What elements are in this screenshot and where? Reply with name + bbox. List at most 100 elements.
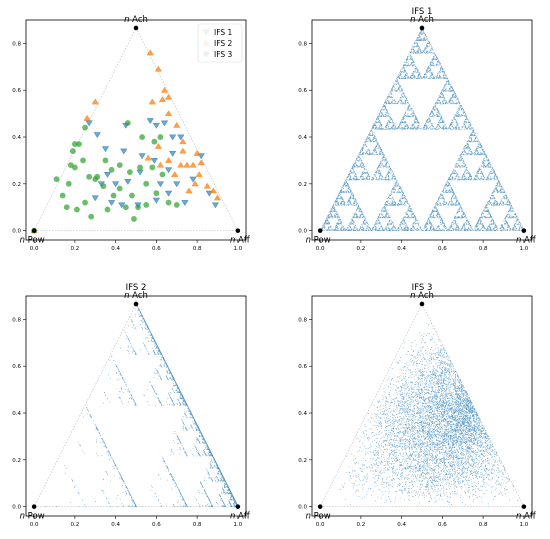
vertex-top-dot: [133, 301, 139, 307]
point-ifs1: [146, 118, 154, 125]
y-tick-label: 0.4: [298, 135, 307, 141]
y-tick-label: 0.6: [12, 364, 21, 370]
y-tick-label: 0.2: [298, 458, 307, 464]
point-ifs3: [53, 176, 60, 183]
vertices: n Pow n Aff n Ach: [306, 291, 537, 522]
vertices: n Pow n Aff n Ach: [20, 15, 251, 246]
y-tick-label: 0.0: [298, 229, 307, 235]
attractor-points: [320, 28, 525, 231]
x-tick-label: 0.0: [30, 246, 39, 252]
point-ifs2: [148, 98, 156, 105]
point-ifs3: [69, 148, 76, 154]
vertices: n Pow n Aff n Ach: [306, 15, 537, 246]
point-ifs2: [171, 171, 179, 177]
point-ifs1: [93, 132, 101, 139]
panel-title: IFS 1: [412, 7, 433, 17]
vertex-top-dot: [133, 25, 139, 31]
point-ifs1: [103, 172, 112, 178]
point-ifs3: [86, 173, 93, 180]
point-ifs3: [100, 183, 107, 190]
point-ifs2: [165, 110, 173, 117]
point-ifs1: [112, 181, 120, 188]
x-tick-label: 0.2: [357, 246, 366, 252]
vertex-top-dot: [419, 301, 425, 307]
point-ifs1: [169, 134, 177, 141]
simplex-triangle: [319, 303, 525, 507]
x-tick-label: 0.4: [111, 246, 120, 252]
point-ifs1: [169, 151, 177, 157]
x-tick-label: 0.2: [71, 522, 80, 528]
point-ifs2: [203, 182, 211, 189]
vertex-top-dot: [419, 25, 425, 31]
point-ifs3: [76, 141, 82, 147]
y-tick-label: 0.8: [298, 317, 307, 323]
point-ifs3: [135, 204, 141, 211]
vertex-right-label: n Aff: [516, 236, 537, 246]
point-ifs3: [126, 169, 133, 176]
point-ifs1: [177, 134, 185, 141]
vertex-right-dot: [521, 228, 527, 233]
data-points: [45, 304, 239, 507]
attractor-points: [340, 322, 518, 506]
point-ifs1: [138, 153, 146, 160]
point-ifs1: [118, 202, 126, 209]
point-ifs1: [156, 181, 165, 188]
point-ifs3: [71, 164, 78, 171]
vertices: n Pow n Aff n Ach: [20, 291, 251, 522]
vertex-left-label: n Pow: [20, 512, 45, 522]
vertex-top-label: n Ach: [124, 291, 148, 301]
x-tick-label: 0.6: [438, 522, 447, 528]
y-tick-label: 0.8: [12, 41, 21, 47]
point-ifs3: [131, 216, 137, 222]
legend-label: IFS 2: [214, 39, 233, 48]
point-ifs2: [158, 96, 167, 102]
legend-label: IFS 3: [214, 50, 233, 59]
point-ifs2: [195, 171, 203, 177]
point-ifs3: [110, 192, 117, 199]
point-ifs3: [153, 190, 160, 197]
data-points: [30, 29, 222, 234]
vertex-top-label: n Ach: [410, 15, 434, 25]
axes-frame: [311, 295, 533, 517]
y-tick-label: 0.6: [298, 88, 307, 94]
point-ifs1: [124, 179, 132, 185]
y-tick-label: 0.2: [12, 182, 21, 188]
y-tick-label: 0.6: [12, 88, 21, 94]
y-tick-label: 0.6: [298, 364, 307, 370]
point-ifs3: [59, 192, 66, 199]
point-ifs3: [165, 199, 172, 206]
axes-frame: [311, 19, 533, 241]
point-ifs1: [150, 158, 158, 164]
y-tick-label: 0.2: [12, 458, 21, 464]
x-tick-label: 0.2: [71, 246, 80, 252]
point-ifs2: [91, 98, 99, 105]
y-tick-label: 0.4: [12, 411, 21, 417]
vertex-right-dot: [235, 228, 241, 233]
point-ifs3: [88, 213, 95, 220]
legend: IFS 1 IFS 2 IFS 3: [197, 23, 243, 63]
vertex-left-dot: [31, 228, 37, 233]
point-ifs2: [189, 161, 197, 168]
x-tick-label: 0.6: [152, 522, 161, 528]
x-tick-label: 0.0: [316, 246, 325, 252]
point-ifs2: [197, 159, 205, 166]
point-ifs2: [83, 114, 91, 121]
point-ifs1: [91, 195, 99, 202]
point-ifs2: [156, 161, 165, 168]
point-ifs3: [173, 201, 180, 208]
point-ifs3: [82, 124, 88, 131]
point-ifs3: [159, 171, 166, 178]
point-ifs3: [139, 134, 146, 140]
y-tick-label: 0.8: [298, 41, 307, 47]
point-ifs3: [63, 204, 70, 211]
point-ifs2: [179, 147, 187, 154]
vertex-right-dot: [235, 504, 241, 509]
x-tick-label: 0.0: [30, 522, 39, 528]
point-ifs1: [136, 169, 144, 176]
point-ifs3: [124, 120, 131, 126]
x-tick-label: 1.0: [519, 246, 528, 252]
y-tick-label: 0.4: [298, 411, 307, 417]
attractor-points: [45, 304, 239, 507]
